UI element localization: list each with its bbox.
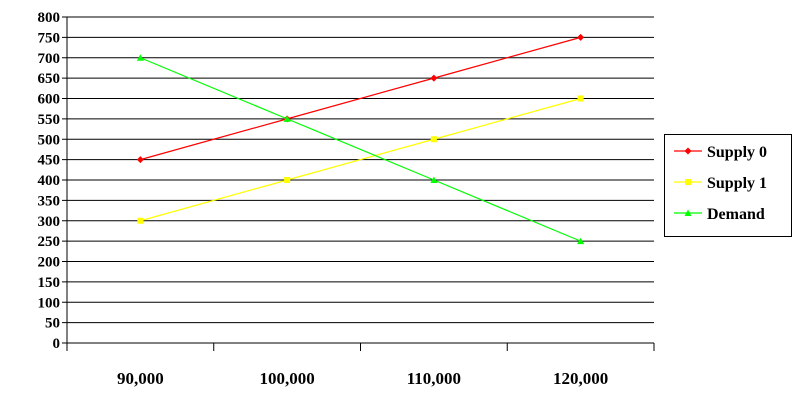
- data-point-diamond: [684, 147, 692, 155]
- data-point-triangle: [136, 54, 144, 61]
- y-tick-label: 750: [38, 30, 61, 46]
- data-point-triangle: [684, 209, 692, 216]
- data-point-diamond: [577, 33, 585, 41]
- y-tick-label: 300: [38, 214, 61, 230]
- y-tick-labels: 0 50 100 150 200 250 300 350 400 450 500 550 600 650 7…: [38, 10, 61, 352]
- legend: Supply 0 Supply 1 Demand: [664, 134, 792, 237]
- data-point-square: [284, 177, 291, 183]
- x-tick-label: 100,000: [260, 369, 315, 388]
- y-tick-label: 600: [38, 92, 61, 108]
- series-line: [140, 57, 581, 242]
- data-point-square: [577, 95, 584, 102]
- data-point-triangle: [577, 237, 585, 245]
- series-line: [140, 97, 581, 222]
- x-tick-label: 120,000: [553, 369, 608, 388]
- data-point-triangle: [430, 176, 438, 183]
- y-tick-label: 50: [45, 316, 60, 332]
- x-tick-label: 110,000: [407, 369, 461, 388]
- y-tick-label: 450: [38, 153, 61, 169]
- axes: [62, 16, 655, 351]
- y-tick-label: 400: [38, 173, 61, 189]
- y-tick-label: 350: [38, 193, 61, 209]
- legend-label: Demand: [707, 206, 765, 223]
- y-tick-label: 800: [38, 10, 61, 26]
- data-point-square: [685, 179, 691, 185]
- x-tick-label: 90,000: [117, 369, 164, 388]
- y-tick-label: 150: [38, 275, 61, 291]
- data-point-triangle: [283, 115, 291, 122]
- y-tick-label: 650: [38, 71, 61, 87]
- x-tick-labels: 90,000 100,000 110,000 120,000: [117, 369, 608, 388]
- y-tick-label: 550: [38, 112, 61, 128]
- y-tick-label: 200: [38, 255, 61, 271]
- legend-label: Supply 0: [707, 144, 767, 161]
- data-point-diamond: [430, 74, 438, 82]
- y-tick-label: 700: [38, 51, 61, 67]
- data-point-square: [137, 217, 144, 224]
- y-tick-label: 0: [53, 336, 61, 352]
- legend-label: Supply 1: [707, 175, 767, 192]
- series-line: [140, 36, 581, 161]
- data-point-square: [430, 136, 437, 143]
- data-point-diamond: [136, 156, 144, 164]
- y-tick-label: 100: [38, 295, 61, 311]
- series-lines: [136, 33, 585, 245]
- gridlines: [67, 16, 654, 324]
- y-tick-label: 250: [38, 234, 61, 250]
- y-tick-label: 500: [38, 132, 61, 148]
